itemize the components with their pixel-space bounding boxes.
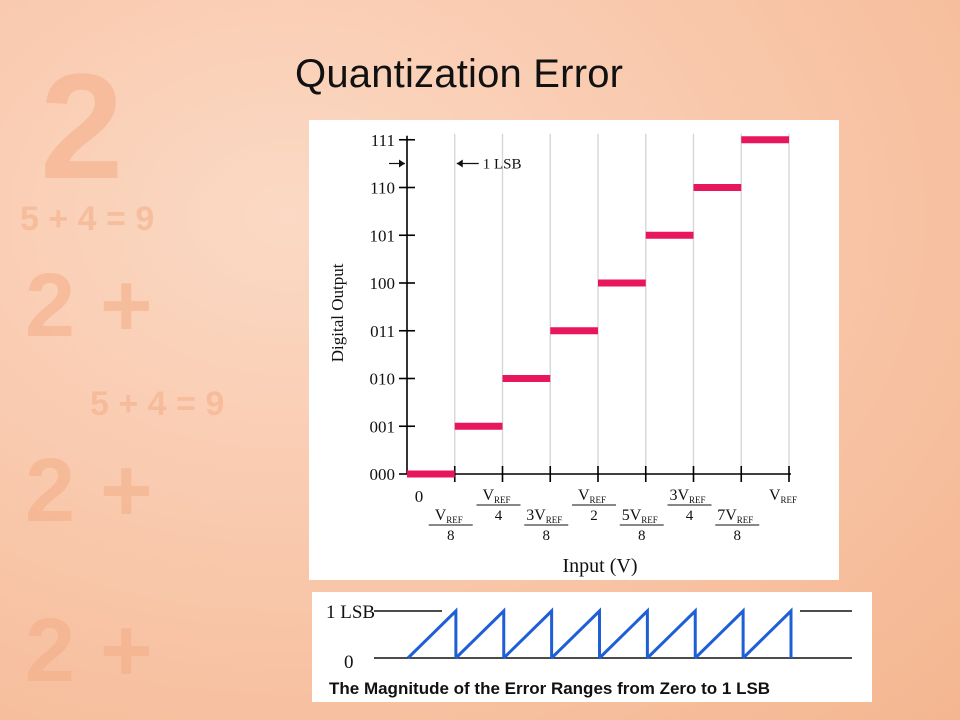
slide-title: Quantization Error [295,52,624,96]
error-sawtooth-tooth [646,607,697,660]
error-caption: The Magnitude of the Error Ranges from Z… [329,679,770,698]
x-tick-label: 0 [415,487,424,506]
background-decoration: 2 + [25,601,153,701]
error-sawtooth-tooth [694,607,745,660]
x-tick-label-numerator: 5VREF [622,507,658,525]
x-tick-label-denominator: 8 [734,528,742,544]
x-tick-label: 3VREF 4 [667,487,712,524]
x-tick-label-denominator: 4 [686,508,694,524]
x-tick-label-numerator: VREF [769,487,797,505]
x-tick-label-denominator: 8 [543,528,551,544]
x-axis-title: Input (V) [563,555,638,577]
x-tick-label-denominator: 2 [590,508,598,524]
background-decoration: 2 + [25,256,153,356]
x-tick-label: VREF 8 [428,507,473,544]
x-tick-label: VREF [769,487,797,505]
background-decoration: 2 [40,42,124,210]
quantization-error-plot: 1 LSB 0 The Magnitude of the Error Ranges … [326,602,852,698]
y-tick-label: 100 [370,274,396,293]
background-decoration: 5 + 4 = 9 [20,200,155,238]
error-sawtooth-tooth [406,607,458,660]
background-decoration: 5 + 4 = 9 [90,385,225,423]
x-tick-label-numerator: VREF [435,507,463,525]
y-tick-label: 000 [370,465,396,484]
x-tick-label: VREF 2 [572,487,616,524]
error-sawtooth-tooth [502,607,554,660]
x-tick-label-numerator: 3VREF [669,487,705,505]
x-tick-label: 3VREF 8 [524,507,569,544]
x-tick-label-numerator: VREF [482,487,510,505]
error-sawtooth-tooth [742,607,793,660]
x-tick-label-denominator: 8 [638,528,646,544]
lsb-arrowhead-left [399,159,405,168]
error-sawtooth-tooth [454,607,506,660]
x-tick-label: 7VREF 8 [715,507,760,544]
x-tick-label-denominator: 8 [447,528,455,544]
x-tick-label-numerator: 7VREF [717,507,753,525]
x-tick-label: 5VREF 8 [619,507,664,544]
adc-transfer-chart-panel: 000 001 010 011 100 101 110 111 0 VREF 8 VREF 4 3VREF… [309,120,839,580]
x-tick-label-numerator: 3VREF [526,507,562,525]
background-decoration: 2 + [25,441,153,541]
x-tick-label-numerator: VREF [578,487,606,505]
error-ylabel-max: 1 LSB [326,602,375,623]
error-sawtooth-tooth [550,607,601,660]
x-tick-label-text: 0 [415,487,424,506]
x-tick-label: VREF 4 [476,487,521,524]
y-tick-label: 001 [370,417,396,436]
quantization-error-panel: 1 LSB 0 The Magnitude of the Error Ranges … [312,592,872,702]
error-sawtooth-tooth [598,607,649,660]
y-tick-label: 101 [370,226,396,245]
error-ylabel-zero: 0 [344,652,354,673]
y-axis-title: Digital Output [328,263,347,362]
y-tick-label: 110 [370,179,395,198]
x-tick-label-denominator: 4 [495,508,503,524]
y-tick-label: 011 [370,322,395,341]
lsb-arrowhead-right [456,159,463,168]
y-tick-label: 111 [371,131,395,150]
y-tick-label: 010 [370,370,396,389]
lsb-annotation: 1 LSB [483,157,522,173]
